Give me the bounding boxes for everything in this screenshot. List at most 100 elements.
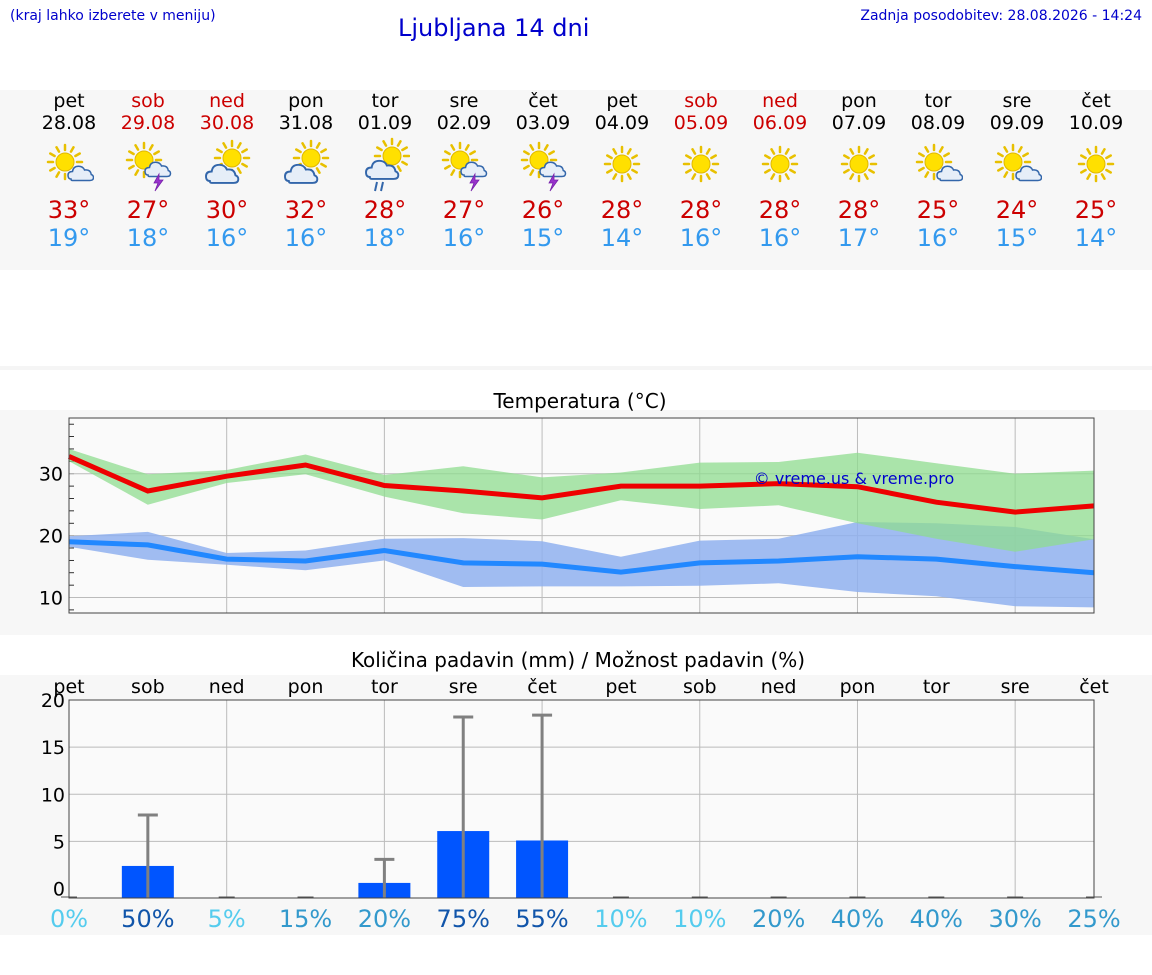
last-update: Zadnja posodobitev: 28.08.2026 - 14:24: [860, 8, 1142, 24]
day-name: ned: [209, 90, 245, 112]
day-column: sob 05.09 28° 16°: [661, 90, 741, 252]
day-column: čet 03.09 26° 15°: [503, 90, 583, 252]
max-temp: 25°: [1074, 196, 1118, 224]
min-temp: 16°: [916, 224, 960, 252]
day-date: 06.09: [752, 112, 808, 134]
x-tick-label: čet: [527, 676, 557, 698]
day-column: pet 28.08 33° 19°: [29, 90, 109, 252]
max-temp: 28°: [600, 196, 644, 224]
max-temp: 25°: [916, 196, 960, 224]
precip-probability: 55%: [515, 905, 568, 933]
x-tick-label: ned: [761, 676, 797, 698]
max-temp: 28°: [758, 196, 802, 224]
max-temp: 27°: [442, 196, 486, 224]
x-tick-label: sre: [449, 676, 478, 698]
day-name: sob: [131, 90, 165, 112]
max-temp-line: [67, 454, 1095, 515]
watermark: © vreme.us & vreme.pro: [754, 469, 955, 488]
cloud-sun-icon: [202, 136, 252, 196]
day-date: 02.09: [436, 112, 492, 134]
min-temp: 16°: [442, 224, 486, 252]
x-tick-label: sre: [1001, 676, 1030, 698]
day-column: pon 31.08 32° 16°: [266, 90, 346, 252]
day-date: 03.09: [515, 112, 571, 134]
precip-probability: 0%: [50, 905, 88, 933]
max-temp: 28°: [837, 196, 881, 224]
sun-cloud-icon: [44, 136, 95, 196]
precip-probability: 50%: [121, 905, 174, 933]
day-name: pet: [53, 90, 85, 112]
min-temp-line: [68, 539, 1095, 576]
max-temp: 28°: [679, 196, 723, 224]
day-column: tor 08.09 25° 16°: [898, 90, 978, 252]
precip-probability: 5%: [208, 905, 246, 933]
sun-cloud-thunder-icon: [518, 136, 568, 196]
x-tick-label: tor: [371, 676, 398, 698]
day-column: sre 09.09 24° 15°: [977, 90, 1057, 252]
plot-area: [69, 700, 1094, 898]
sun-icon: [676, 136, 726, 196]
x-tick-label: pon: [288, 676, 324, 698]
day-name: ned: [762, 90, 798, 112]
day-date: 10.09: [1068, 112, 1124, 134]
day-date: 08.09: [910, 112, 966, 134]
precip-probability: 40%: [831, 905, 884, 933]
min-temp: 16°: [205, 224, 249, 252]
min-temp: 14°: [600, 224, 644, 252]
x-tick-label: ned: [209, 676, 245, 698]
daily-forecast: pet 28.08 33° 19° sob 29.08 27° 18° ned 30.08 30° 1…: [0, 90, 1152, 270]
day-date: 01.09: [357, 112, 413, 134]
y-tick-label: 0: [53, 879, 65, 901]
day-date: 31.08: [278, 112, 334, 134]
day-name: tor: [371, 90, 399, 112]
max-temp: 32°: [284, 196, 328, 224]
min-temp: 16°: [758, 224, 802, 252]
precip-probability: 15%: [279, 905, 332, 933]
min-temp: 15°: [995, 224, 1039, 252]
y-tick-label: 10: [39, 588, 63, 610]
day-column: sob 29.08 27° 18°: [108, 90, 188, 252]
chart-title: Temperatura (°C): [492, 389, 666, 413]
day-date: 07.09: [831, 112, 887, 134]
day-name: pet: [606, 90, 638, 112]
precip-probability: 20%: [358, 905, 411, 933]
day-name: tor: [924, 90, 952, 112]
cloud-sun-rain-icon: [360, 136, 411, 196]
min-temp: 18°: [126, 224, 170, 252]
day-column: tor 01.09 28° 18°: [345, 90, 425, 252]
x-tick-label: tor: [923, 676, 950, 698]
min-temp: 14°: [1074, 224, 1118, 252]
day-name: pon: [288, 90, 324, 112]
max-temp: 27°: [126, 196, 170, 224]
y-tick-label: 5: [53, 831, 65, 853]
max-temp: 26°: [521, 196, 565, 224]
min-temp-band: [69, 522, 1094, 608]
y-tick-label: 20: [41, 690, 65, 712]
x-tick-label: pet: [53, 676, 84, 698]
min-temp: 17°: [837, 224, 881, 252]
day-name: čet: [528, 90, 558, 112]
precip-probability: 40%: [910, 905, 963, 933]
precip-probability: 30%: [988, 905, 1041, 933]
precip-probability: 75%: [437, 905, 490, 933]
sun-cloud-icon: [913, 136, 964, 196]
y-tick-label: 15: [41, 737, 65, 759]
day-name: sre: [449, 90, 479, 112]
sun-cloud-thunder-icon: [123, 136, 173, 196]
day-name: čet: [1081, 90, 1111, 112]
max-temp: 30°: [205, 196, 249, 224]
day-name: pon: [841, 90, 877, 112]
day-date: 04.09: [594, 112, 650, 134]
plot-frame: [68, 699, 1095, 899]
precip-probability: 10%: [594, 905, 647, 933]
max-temp: 33°: [47, 196, 91, 224]
sun-icon: [755, 136, 805, 196]
sun-cloud-thunder-icon: [439, 136, 489, 196]
y-tick-label: 20: [39, 526, 63, 548]
x-tick-label: pon: [840, 676, 876, 698]
min-temp: 15°: [521, 224, 565, 252]
sun-icon: [834, 136, 884, 196]
location-note: (kraj lahko izberete v meniju): [10, 8, 216, 24]
page-title: Ljubljana 14 dni: [398, 14, 590, 42]
